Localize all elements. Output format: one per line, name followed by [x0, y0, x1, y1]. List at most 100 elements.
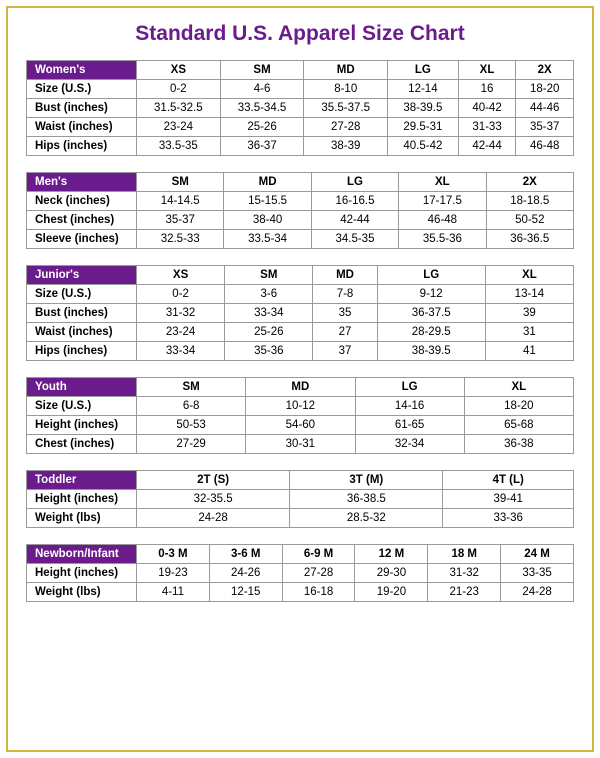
- size-table-toddler: Toddler2T (S)3T (M)4T (L)Height (inches)…: [26, 470, 574, 528]
- size-column-header: 0-3 M: [137, 545, 210, 564]
- data-cell: 38-39.5: [388, 99, 459, 118]
- size-column-header: 2T (S): [137, 471, 290, 490]
- data-cell: 31.5-32.5: [137, 99, 221, 118]
- data-cell: 9-12: [377, 285, 485, 304]
- data-cell: 28-29.5: [377, 323, 485, 342]
- category-header: Junior's: [27, 266, 137, 285]
- size-column-header: 24 M: [501, 545, 574, 564]
- data-cell: 42-44: [458, 137, 516, 156]
- data-cell: 38-40: [224, 211, 311, 230]
- size-column-header: XL: [464, 378, 573, 397]
- table-row: Hips (inches)33-3435-363738-39.541: [27, 342, 574, 361]
- size-column-header: 4T (L): [443, 471, 574, 490]
- data-cell: 61-65: [355, 416, 464, 435]
- table-row: Waist (inches)23-2425-262728-29.531: [27, 323, 574, 342]
- data-cell: 29.5-31: [388, 118, 459, 137]
- data-cell: 44-46: [516, 99, 574, 118]
- row-label: Size (U.S.): [27, 397, 137, 416]
- data-cell: 7-8: [313, 285, 377, 304]
- data-cell: 65-68: [464, 416, 573, 435]
- data-cell: 32.5-33: [137, 230, 224, 249]
- size-table-mens: Men'sSMMDLGXL2XNeck (inches)14-14.515-15…: [26, 172, 574, 249]
- table-row: Sleeve (inches)32.5-3333.5-3434.5-3535.5…: [27, 230, 574, 249]
- table-row: Hips (inches)33.5-3536-3738-3940.5-4242-…: [27, 137, 574, 156]
- data-cell: 35.5-36: [399, 230, 486, 249]
- data-cell: 28.5-32: [290, 509, 443, 528]
- row-label: Neck (inches): [27, 192, 137, 211]
- data-cell: 42-44: [311, 211, 398, 230]
- data-cell: 33-35: [501, 564, 574, 583]
- category-header: Men's: [27, 173, 137, 192]
- data-cell: 36-38.5: [290, 490, 443, 509]
- data-cell: 16-16.5: [311, 192, 398, 211]
- size-column-header: 2X: [516, 61, 574, 80]
- row-label: Height (inches): [27, 416, 137, 435]
- size-column-header: 3-6 M: [209, 545, 282, 564]
- data-cell: 15-15.5: [224, 192, 311, 211]
- data-cell: 21-23: [428, 583, 501, 602]
- row-label: Height (inches): [27, 490, 137, 509]
- data-cell: 24-26: [209, 564, 282, 583]
- data-cell: 35.5-37.5: [304, 99, 388, 118]
- size-table-juniors: Junior'sXSSMMDLGXLSize (U.S.)0-23-67-89-…: [26, 265, 574, 361]
- row-label: Hips (inches): [27, 137, 137, 156]
- chart-frame: Standard U.S. Apparel Size Chart Women's…: [6, 6, 594, 752]
- size-column-header: 2X: [486, 173, 573, 192]
- data-cell: 24-28: [137, 509, 290, 528]
- row-label: Waist (inches): [27, 323, 137, 342]
- row-label: Waist (inches): [27, 118, 137, 137]
- data-cell: 27-28: [282, 564, 355, 583]
- data-cell: 38-39: [304, 137, 388, 156]
- data-cell: 31-33: [458, 118, 516, 137]
- data-cell: 14-16: [355, 397, 464, 416]
- category-header: Youth: [27, 378, 137, 397]
- data-cell: 36-36.5: [486, 230, 573, 249]
- table-row: Weight (lbs)24-2828.5-3233-36: [27, 509, 574, 528]
- size-column-header: XL: [485, 266, 573, 285]
- tables-container: Women'sXSSMMDLGXL2XSize (U.S.)0-24-68-10…: [26, 60, 574, 602]
- data-cell: 0-2: [137, 285, 225, 304]
- size-column-header: SM: [220, 61, 304, 80]
- size-column-header: XL: [399, 173, 486, 192]
- data-cell: 39: [485, 304, 573, 323]
- data-cell: 16: [458, 80, 516, 99]
- data-cell: 19-20: [355, 583, 428, 602]
- data-cell: 32-34: [355, 435, 464, 454]
- row-label: Sleeve (inches): [27, 230, 137, 249]
- size-table-newborninfant: Newborn/Infant0-3 M3-6 M6-9 M12 M18 M24 …: [26, 544, 574, 602]
- table-row: Size (U.S.)6-810-1214-1618-20: [27, 397, 574, 416]
- data-cell: 46-48: [516, 137, 574, 156]
- row-label: Height (inches): [27, 564, 137, 583]
- size-column-header: MD: [246, 378, 355, 397]
- category-header: Women's: [27, 61, 137, 80]
- size-column-header: SM: [137, 173, 224, 192]
- data-cell: 13-14: [485, 285, 573, 304]
- table-row: Chest (inches)35-3738-4042-4446-4850-52: [27, 211, 574, 230]
- data-cell: 35-37: [137, 211, 224, 230]
- size-column-header: SM: [225, 266, 313, 285]
- table-row: Chest (inches)27-2930-3132-3436-38: [27, 435, 574, 454]
- data-cell: 25-26: [225, 323, 313, 342]
- size-column-header: MD: [313, 266, 377, 285]
- size-table-youth: YouthSMMDLGXLSize (U.S.)6-810-1214-1618-…: [26, 377, 574, 454]
- data-cell: 35: [313, 304, 377, 323]
- data-cell: 23-24: [137, 118, 221, 137]
- table-row: Weight (lbs)4-1112-1516-1819-2021-2324-2…: [27, 583, 574, 602]
- size-column-header: LG: [311, 173, 398, 192]
- data-cell: 27-29: [137, 435, 246, 454]
- data-cell: 46-48: [399, 211, 486, 230]
- data-cell: 54-60: [246, 416, 355, 435]
- size-column-header: LG: [355, 378, 464, 397]
- table-row: Size (U.S.)0-23-67-89-1213-14: [27, 285, 574, 304]
- data-cell: 31-32: [137, 304, 225, 323]
- data-cell: 32-35.5: [137, 490, 290, 509]
- table-row: Waist (inches)23-2425-2627-2829.5-3131-3…: [27, 118, 574, 137]
- data-cell: 31-32: [428, 564, 501, 583]
- data-cell: 27: [313, 323, 377, 342]
- size-column-header: SM: [137, 378, 246, 397]
- row-label: Size (U.S.): [27, 80, 137, 99]
- data-cell: 25-26: [220, 118, 304, 137]
- data-cell: 33.5-34: [224, 230, 311, 249]
- data-cell: 24-28: [501, 583, 574, 602]
- row-label: Weight (lbs): [27, 509, 137, 528]
